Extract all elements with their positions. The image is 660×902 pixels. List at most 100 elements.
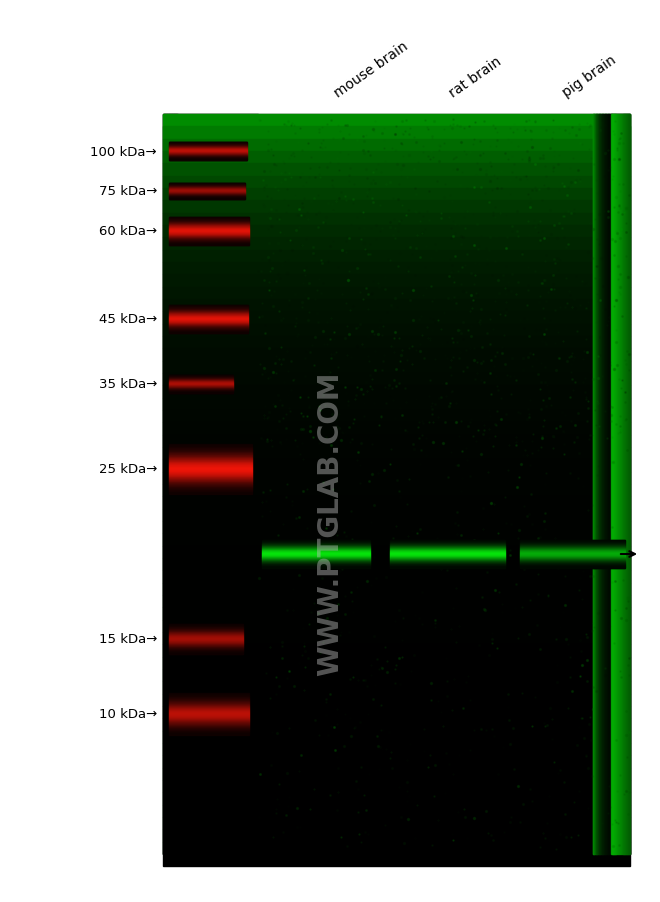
Bar bbox=[612, 115, 614, 854]
Bar bbox=[616, 115, 618, 854]
Bar bbox=[622, 115, 624, 854]
Bar bbox=[628, 115, 630, 854]
Bar bbox=[163, 373, 630, 398]
Bar bbox=[626, 115, 627, 854]
Bar bbox=[163, 632, 630, 657]
Bar bbox=[629, 115, 630, 854]
Bar bbox=[597, 115, 598, 854]
Bar bbox=[163, 398, 630, 423]
Bar bbox=[600, 115, 601, 854]
Bar bbox=[163, 842, 630, 867]
Bar bbox=[163, 251, 630, 275]
Bar bbox=[615, 115, 616, 854]
Bar bbox=[606, 115, 607, 854]
Bar bbox=[163, 793, 630, 817]
Bar bbox=[616, 115, 617, 854]
Bar bbox=[163, 645, 630, 669]
Bar bbox=[163, 805, 630, 830]
Text: 45 kDa→: 45 kDa→ bbox=[99, 313, 157, 327]
Bar bbox=[163, 435, 630, 460]
Bar bbox=[166, 115, 168, 854]
Bar bbox=[163, 583, 630, 608]
Bar bbox=[624, 115, 625, 854]
Bar bbox=[163, 362, 630, 386]
Bar bbox=[595, 115, 597, 854]
Text: mouse brain: mouse brain bbox=[332, 39, 411, 100]
Bar bbox=[163, 497, 630, 521]
Bar bbox=[163, 447, 630, 472]
Bar bbox=[622, 115, 623, 854]
Bar bbox=[174, 115, 176, 854]
Bar bbox=[628, 115, 629, 854]
Bar bbox=[163, 312, 630, 336]
Bar bbox=[163, 472, 630, 497]
Bar bbox=[604, 115, 605, 854]
Bar bbox=[163, 386, 630, 410]
Bar bbox=[163, 423, 630, 447]
Bar bbox=[619, 115, 620, 854]
Bar bbox=[166, 115, 167, 854]
Bar bbox=[163, 460, 630, 484]
Bar bbox=[163, 768, 630, 793]
Bar bbox=[164, 115, 165, 854]
Bar bbox=[625, 115, 626, 854]
Bar bbox=[613, 115, 614, 854]
Bar bbox=[176, 115, 178, 854]
Bar bbox=[175, 115, 176, 854]
Bar bbox=[163, 484, 630, 509]
Bar bbox=[607, 115, 608, 854]
Bar bbox=[165, 115, 166, 854]
Bar bbox=[599, 115, 601, 854]
Text: WWW.PTGLAB.COM: WWW.PTGLAB.COM bbox=[316, 371, 344, 676]
Bar bbox=[628, 115, 630, 854]
Bar bbox=[163, 521, 630, 546]
Bar bbox=[601, 115, 602, 854]
Bar bbox=[163, 410, 630, 435]
Bar bbox=[163, 608, 630, 632]
Text: 10 kDa→: 10 kDa→ bbox=[99, 708, 157, 721]
Bar bbox=[163, 115, 258, 854]
Bar bbox=[163, 177, 630, 201]
Bar bbox=[169, 115, 170, 854]
Bar bbox=[163, 546, 630, 571]
Bar bbox=[170, 115, 172, 854]
Bar bbox=[171, 115, 172, 854]
Bar bbox=[163, 694, 630, 719]
Bar bbox=[163, 214, 630, 238]
Bar bbox=[624, 115, 625, 854]
Bar bbox=[163, 558, 630, 583]
Bar bbox=[163, 719, 630, 743]
Bar bbox=[620, 115, 622, 854]
Bar bbox=[172, 115, 174, 854]
Bar bbox=[593, 115, 594, 854]
Bar bbox=[163, 288, 630, 312]
Bar bbox=[618, 115, 619, 854]
Bar bbox=[163, 325, 630, 349]
Bar bbox=[615, 115, 616, 854]
Bar bbox=[163, 140, 630, 164]
Bar bbox=[163, 756, 630, 780]
Text: 60 kDa→: 60 kDa→ bbox=[99, 226, 157, 238]
Bar bbox=[611, 115, 612, 854]
Bar bbox=[610, 115, 612, 854]
Bar bbox=[174, 115, 175, 854]
Bar bbox=[163, 115, 630, 140]
Bar bbox=[170, 115, 171, 854]
Bar bbox=[163, 262, 630, 288]
Bar bbox=[163, 509, 630, 534]
Bar bbox=[163, 164, 630, 189]
Bar bbox=[163, 743, 630, 768]
Bar bbox=[627, 115, 628, 854]
Bar bbox=[602, 115, 603, 854]
Bar bbox=[163, 731, 630, 756]
Bar bbox=[608, 115, 609, 854]
Bar bbox=[163, 275, 630, 299]
Text: pig brain: pig brain bbox=[560, 53, 618, 100]
Bar bbox=[163, 189, 630, 214]
Text: 35 kDa→: 35 kDa→ bbox=[98, 378, 157, 391]
Bar bbox=[163, 238, 630, 262]
Bar bbox=[614, 115, 616, 854]
Text: rat brain: rat brain bbox=[447, 54, 504, 100]
Bar bbox=[163, 595, 630, 620]
Bar bbox=[163, 571, 630, 595]
